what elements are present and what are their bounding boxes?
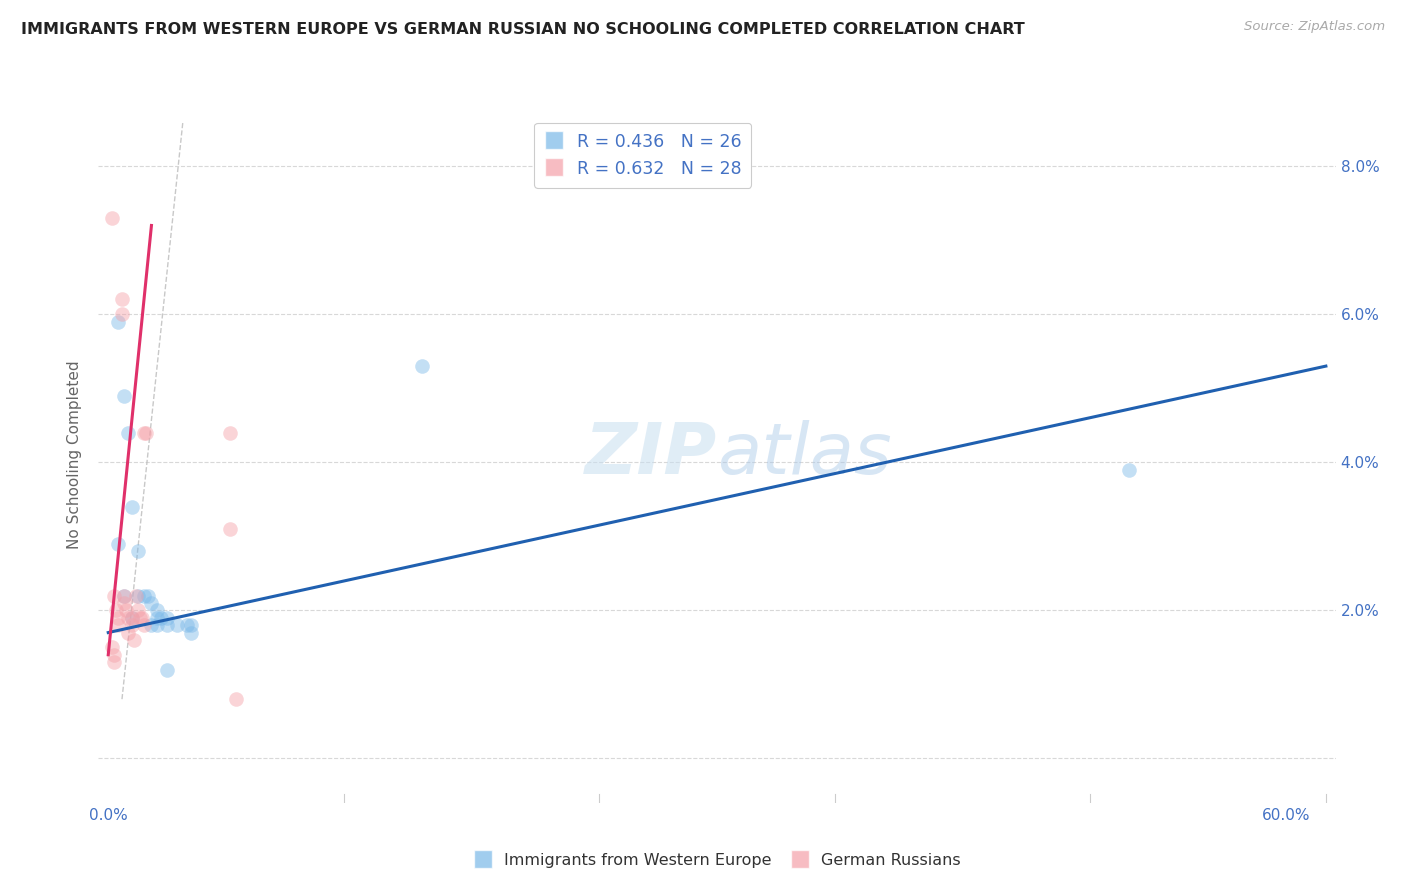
Point	[121, 611, 143, 625]
Point	[127, 603, 149, 617]
Point	[117, 625, 139, 640]
Point	[411, 359, 433, 373]
Point	[156, 663, 179, 677]
Point	[219, 425, 242, 440]
Text: IMMIGRANTS FROM WESTERN EUROPE VS GERMAN RUSSIAN NO SCHOOLING COMPLETED CORRELAT: IMMIGRANTS FROM WESTERN EUROPE VS GERMAN…	[21, 22, 1025, 37]
Point	[180, 625, 202, 640]
Point	[111, 307, 134, 321]
Text: ZIP: ZIP	[585, 420, 717, 490]
Legend: Immigrants from Western Europe, German Russians: Immigrants from Western Europe, German R…	[467, 846, 967, 875]
Point	[103, 648, 125, 662]
Point	[146, 611, 169, 625]
Point	[107, 315, 129, 329]
Y-axis label: No Schooling Completed: No Schooling Completed	[67, 360, 83, 549]
Point	[132, 589, 155, 603]
Point	[127, 544, 149, 558]
Point	[131, 611, 153, 625]
Point	[132, 618, 155, 632]
Point	[141, 618, 163, 632]
Point	[105, 603, 128, 617]
Point	[219, 522, 242, 536]
Point	[111, 293, 134, 307]
Point	[136, 589, 159, 603]
Point	[122, 632, 145, 647]
Point	[101, 640, 124, 655]
Point	[132, 425, 155, 440]
Text: Source: ZipAtlas.com: Source: ZipAtlas.com	[1244, 20, 1385, 33]
Point	[117, 425, 139, 440]
Point	[127, 589, 149, 603]
Point	[156, 611, 179, 625]
Point	[101, 211, 124, 225]
Point	[107, 611, 129, 625]
Point	[112, 589, 135, 603]
Point	[121, 618, 143, 632]
Point	[150, 611, 173, 625]
Point	[121, 611, 143, 625]
Point	[121, 500, 143, 514]
Point	[180, 618, 202, 632]
Point	[225, 692, 247, 706]
Point	[1118, 463, 1140, 477]
Point	[115, 603, 138, 617]
Point	[103, 655, 125, 669]
Point	[135, 425, 157, 440]
Point	[107, 618, 129, 632]
Point	[112, 389, 135, 403]
Point	[128, 611, 150, 625]
Point	[112, 589, 135, 603]
Text: atlas: atlas	[717, 420, 891, 490]
Point	[107, 537, 129, 551]
Point	[146, 603, 169, 617]
Point	[166, 618, 188, 632]
Point	[112, 596, 135, 610]
Point	[141, 596, 163, 610]
Point	[125, 589, 148, 603]
Point	[146, 618, 169, 632]
Point	[156, 618, 179, 632]
Point	[117, 611, 139, 625]
Point	[176, 618, 198, 632]
Point	[103, 589, 125, 603]
